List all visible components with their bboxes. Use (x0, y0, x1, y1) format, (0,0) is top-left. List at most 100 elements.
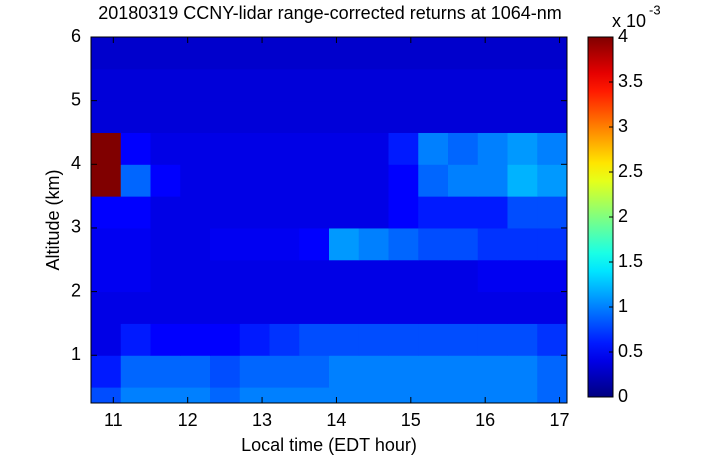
heatmap-cell (239, 291, 270, 324)
heatmap-cell (150, 227, 181, 261)
heatmap-cell (239, 100, 270, 133)
x-tick-label: 11 (104, 410, 123, 430)
heatmap-cell (329, 227, 360, 261)
heatmap-cell (299, 37, 330, 70)
heatmap-cell (210, 164, 241, 197)
x-tick-label: 16 (475, 410, 495, 430)
heatmap-cell (448, 164, 479, 197)
heatmap-cell (91, 291, 122, 324)
heatmap-cell (299, 196, 330, 229)
heatmap-cell (180, 355, 211, 388)
heatmap-cell (180, 291, 211, 324)
heatmap-cell (448, 387, 479, 404)
heatmap-cell (329, 323, 360, 356)
heatmap-cell (239, 387, 270, 404)
heatmap-cell (239, 259, 270, 293)
heatmap-cell (150, 355, 181, 388)
heatmap-cell (507, 259, 538, 293)
colorbar-tick-label: 1.5 (618, 251, 643, 271)
heatmap-cell (448, 227, 479, 261)
heatmap-cell (150, 323, 181, 356)
heatmap-cell (329, 100, 360, 133)
heatmap-cell (180, 37, 211, 70)
y-tick-label: 3 (71, 217, 81, 237)
heatmap-cell (537, 196, 568, 229)
heatmap-cell (299, 164, 330, 197)
heatmap-cell (120, 100, 151, 133)
colorbar-tick-label: 3.5 (618, 71, 643, 91)
y-axis-label: Altitude (km) (43, 169, 63, 270)
heatmap-cell (448, 323, 479, 356)
heatmap-cell (329, 164, 360, 197)
heatmap-cell (180, 164, 211, 197)
heatmap-cell (150, 196, 181, 229)
colorbar-label: x 10 (612, 11, 646, 31)
heatmap-cell (150, 387, 181, 404)
heatmap-cell (269, 100, 300, 133)
heatmap-cell (388, 227, 419, 261)
heatmap-cell (507, 355, 538, 388)
heatmap-cell (120, 164, 151, 197)
heatmap-cell (91, 387, 122, 404)
heatmap-cell (358, 68, 389, 102)
heatmap-cell (537, 37, 568, 70)
heatmap-cell (388, 387, 419, 404)
heatmap-cell (180, 259, 211, 293)
heatmap-cell (299, 323, 330, 356)
heatmap-cell (299, 132, 330, 165)
heatmap-cell (91, 68, 122, 102)
heatmap-cell (418, 196, 449, 229)
x-tick-label: 15 (401, 410, 421, 430)
heatmap-cell (388, 259, 419, 293)
heatmap-cell (120, 132, 151, 165)
heatmap-cell (210, 68, 241, 102)
colorbar-tick-label: 1 (618, 296, 628, 316)
heatmap-cell (91, 100, 122, 133)
colorbar-tick-label: 4 (618, 26, 628, 46)
x-tick-label: 17 (550, 410, 570, 430)
heatmap-cell (120, 37, 151, 70)
heatmap-cell (329, 387, 360, 404)
heatmap-cell (537, 259, 568, 293)
heatmap-cell (210, 196, 241, 229)
heatmap-cell (210, 291, 241, 324)
heatmap-cell (91, 355, 122, 388)
heatmap-cell (537, 323, 568, 356)
heatmap-cell (477, 259, 508, 293)
heatmap-cell (537, 227, 568, 261)
heatmap-cell (477, 387, 508, 404)
heatmap-cell (477, 37, 508, 70)
heatmap-cell (239, 355, 270, 388)
y-tick-label: 1 (71, 344, 81, 364)
heatmap-cell (358, 355, 389, 388)
heatmap-cell (120, 323, 151, 356)
heatmap-cell (210, 323, 241, 356)
heatmap-cell (418, 132, 449, 165)
heatmap-cell (120, 227, 151, 261)
heatmap-cell (537, 68, 568, 102)
heatmap-cell (418, 68, 449, 102)
heatmap-cell (239, 132, 270, 165)
heatmap-cell (418, 323, 449, 356)
heatmap-cell (418, 291, 449, 324)
heatmap-cell (537, 100, 568, 133)
heatmap-cell (507, 387, 538, 404)
x-tick-label: 14 (326, 410, 346, 430)
heatmap-cell (269, 323, 300, 356)
heatmap-cell (358, 132, 389, 165)
heatmap-cell (477, 323, 508, 356)
heatmap-cell (180, 227, 211, 261)
heatmap-cell (299, 355, 330, 388)
heatmap-cell (448, 196, 479, 229)
heatmap-cell (91, 37, 122, 70)
heatmap-cell (239, 323, 270, 356)
heatmap-cell (120, 68, 151, 102)
heatmap-cell (358, 196, 389, 229)
heatmap-cell (210, 132, 241, 165)
heatmap-cell (418, 259, 449, 293)
heatmap-cell (91, 132, 122, 165)
heatmap-cell (150, 164, 181, 197)
chart-title: 20180319 CCNY-lidar range-corrected retu… (98, 3, 562, 23)
y-tick-label: 4 (71, 153, 81, 173)
heatmap-cell (210, 37, 241, 70)
